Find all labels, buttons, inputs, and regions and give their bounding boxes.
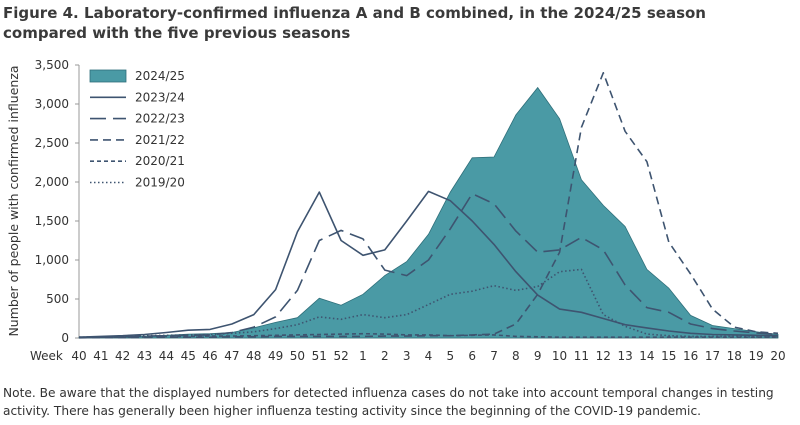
legend-label: 2023/24 bbox=[135, 90, 185, 104]
x-tick-label: 47 bbox=[224, 349, 239, 363]
x-tick-label: 12 bbox=[596, 349, 611, 363]
legend-label: 2024/25 bbox=[135, 69, 185, 83]
y-tick-label: 2,500 bbox=[35, 136, 69, 150]
x-tick-label: 11 bbox=[574, 349, 589, 363]
x-tick-label: 13 bbox=[617, 349, 632, 363]
x-tick-label: 50 bbox=[290, 349, 305, 363]
x-axis-label: Week bbox=[30, 349, 63, 363]
y-tick-label: 500 bbox=[46, 292, 69, 306]
x-tick-label: 44 bbox=[159, 349, 174, 363]
series-line-2021-22 bbox=[78, 72, 779, 339]
x-tick-label: 4 bbox=[425, 349, 433, 363]
x-tick-label: 51 bbox=[312, 349, 327, 363]
x-tick-label: 10 bbox=[552, 349, 567, 363]
x-tick-label: 7 bbox=[490, 349, 498, 363]
x-tick-label: 18 bbox=[727, 349, 742, 363]
legend-label: 2021/22 bbox=[135, 133, 185, 147]
x-tick-label: 46 bbox=[202, 349, 217, 363]
y-tick-label: 3,000 bbox=[35, 97, 69, 111]
chart-series bbox=[78, 72, 779, 339]
x-tick-label: 52 bbox=[333, 349, 348, 363]
chart-legend: 2024/25 2023/24 2022/23 2021/22 2020/21 2019/… bbox=[89, 69, 185, 190]
y-tick-label: 3,500 bbox=[35, 58, 69, 72]
x-tick-label: 40 bbox=[71, 349, 86, 363]
x-tick-label: 15 bbox=[661, 349, 676, 363]
x-tick-label: 17 bbox=[705, 349, 720, 363]
x-tick-label: 20 bbox=[770, 349, 785, 363]
x-tick-label: 45 bbox=[181, 349, 196, 363]
x-tick-label: 5 bbox=[447, 349, 455, 363]
x-tick-label: 2 bbox=[381, 349, 389, 363]
x-tick-label: 1 bbox=[359, 349, 367, 363]
legend-label: 2019/20 bbox=[135, 176, 185, 190]
x-tick-label: 9 bbox=[534, 349, 542, 363]
x-tick-label: 8 bbox=[512, 349, 520, 363]
legend-swatch bbox=[89, 69, 127, 83]
x-tick-label: 6 bbox=[468, 349, 476, 363]
y-tick-label: 1,500 bbox=[35, 214, 69, 228]
x-tick-label: 48 bbox=[246, 349, 261, 363]
y-axis-label: Number of people with confirmed influenz… bbox=[6, 65, 21, 336]
chart-note: Note. Be aware that the displayed number… bbox=[3, 386, 774, 418]
y-tick-label: 1,000 bbox=[35, 253, 69, 267]
series-line-2020-21 bbox=[79, 332, 778, 339]
legend-label: 2020/21 bbox=[135, 154, 185, 168]
x-tick-label: 49 bbox=[268, 349, 283, 363]
x-tick-label: 14 bbox=[639, 349, 654, 363]
x-tick-label: 3 bbox=[403, 349, 411, 363]
y-tick-label: 0 bbox=[61, 331, 69, 345]
x-tick-label: 43 bbox=[137, 349, 152, 363]
series-area-2024-25 bbox=[78, 86, 779, 339]
series-line-2019-20 bbox=[78, 268, 778, 338]
x-tick-label: 41 bbox=[93, 349, 108, 363]
x-tick-label: 16 bbox=[683, 349, 698, 363]
y-tick-label: 2,000 bbox=[35, 175, 69, 189]
chart-title: Figure 4. Laboratory-confirmed influenza… bbox=[3, 4, 706, 42]
x-tick-label: 42 bbox=[115, 349, 130, 363]
x-tick-label: 19 bbox=[749, 349, 764, 363]
legend-label: 2022/23 bbox=[135, 112, 185, 126]
series-line-2023-24 bbox=[78, 190, 779, 338]
